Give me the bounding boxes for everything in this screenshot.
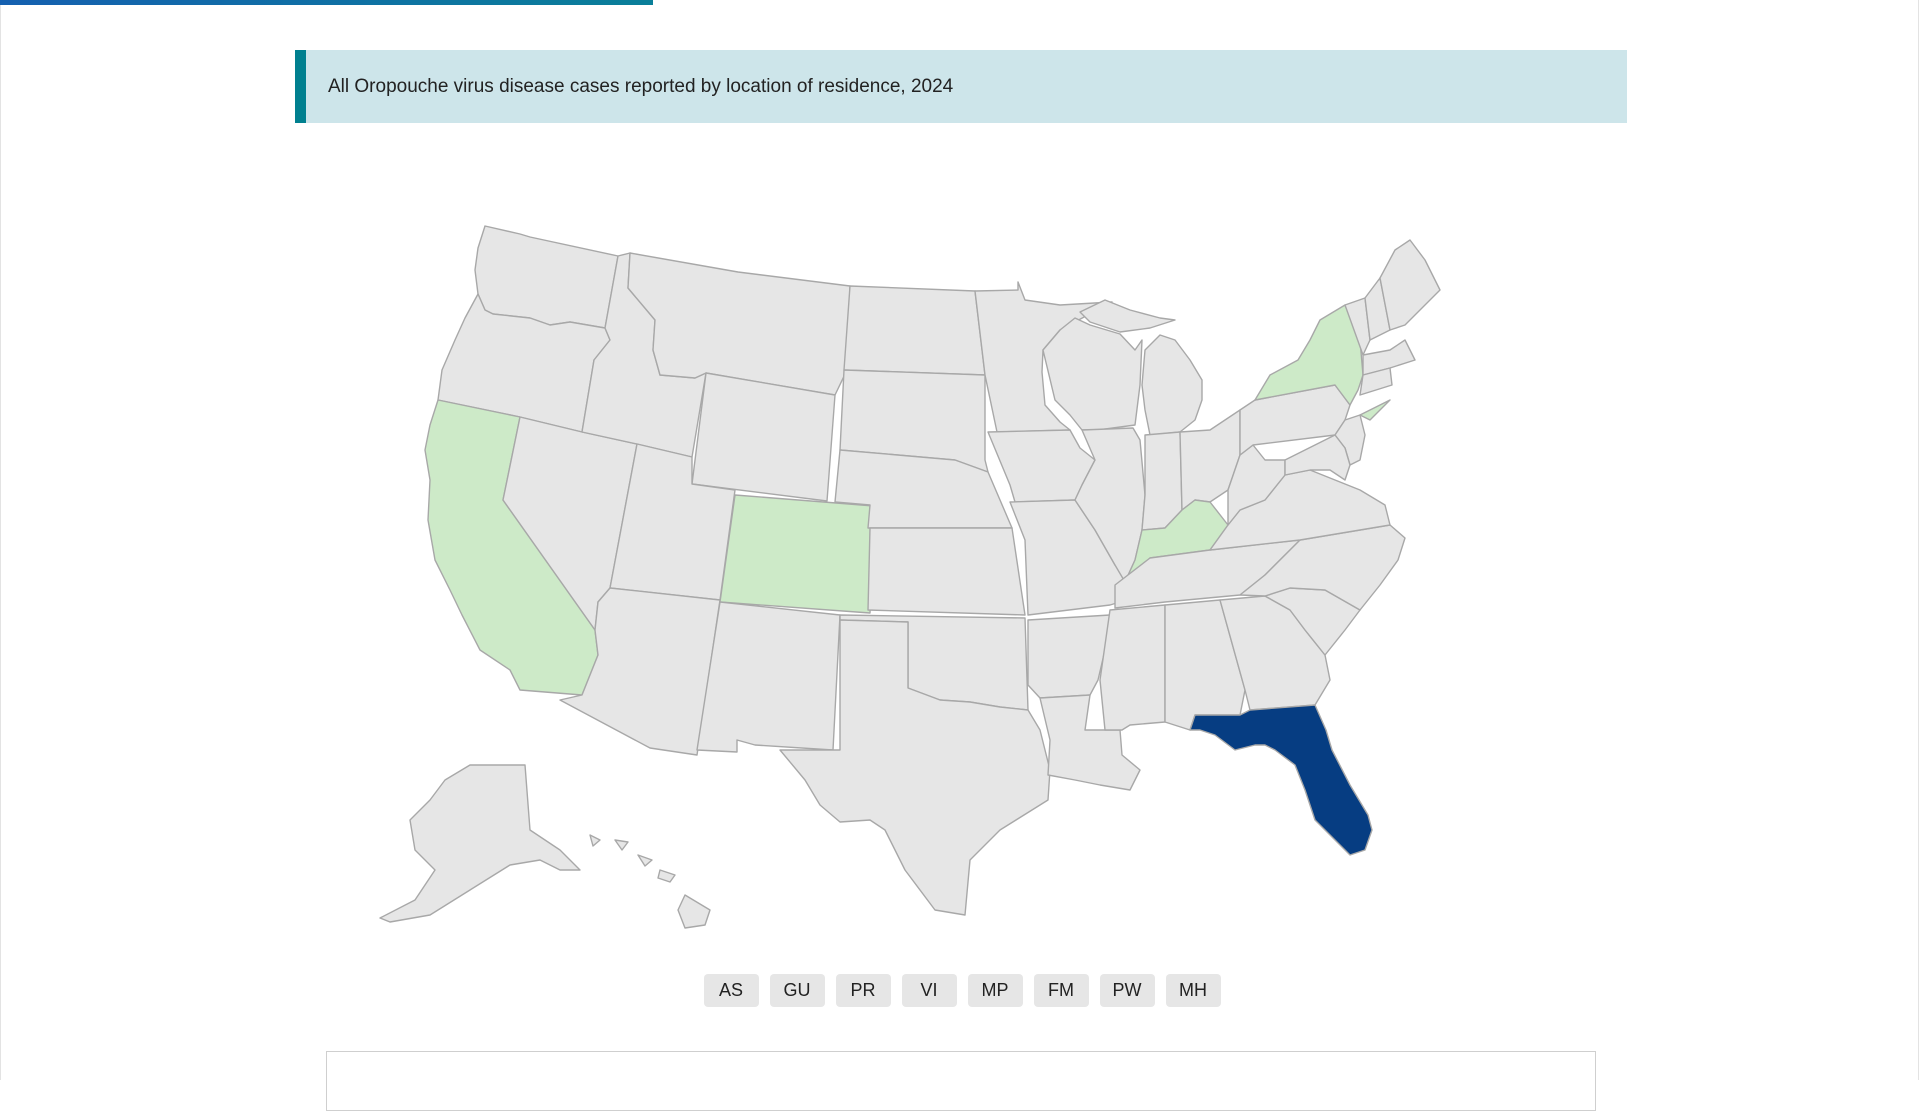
state-north-dakota[interactable] <box>843 285 986 376</box>
us-map <box>360 210 1560 940</box>
map-title-banner: All Oropouche virus disease cases report… <box>295 50 1627 123</box>
state-alaska[interactable] <box>379 764 581 923</box>
page-progress-fill <box>0 0 653 5</box>
state-indiana[interactable] <box>1141 431 1183 531</box>
state-north-carolina[interactable] <box>1239 524 1406 611</box>
territory-button-fm[interactable]: FM <box>1033 974 1089 1007</box>
state-michigan[interactable] <box>1079 299 1203 436</box>
state-new-mexico[interactable] <box>696 601 841 753</box>
state-maine[interactable] <box>1379 239 1441 331</box>
state-connecticut[interactable] <box>1359 367 1393 396</box>
state-kansas[interactable] <box>867 527 1026 616</box>
territory-button-pw[interactable]: PW <box>1099 974 1155 1007</box>
territory-button-mh[interactable]: MH <box>1165 974 1221 1007</box>
state-mississippi[interactable] <box>1099 604 1166 731</box>
territory-button-vi[interactable]: VI <box>901 974 957 1007</box>
state-montana[interactable] <box>627 252 851 396</box>
map-details-panel <box>326 1051 1596 1111</box>
state-washington[interactable] <box>474 225 619 329</box>
territory-buttons: AS GU PR VI MP FM PW MH <box>0 974 1920 1007</box>
state-hawaii[interactable] <box>589 834 711 929</box>
territory-button-gu[interactable]: GU <box>769 974 825 1007</box>
state-colorado[interactable] <box>719 494 875 614</box>
us-map-svg <box>379 225 1441 929</box>
map-title: All Oropouche virus disease cases report… <box>328 75 954 97</box>
state-maryland[interactable] <box>1284 434 1351 481</box>
state-florida[interactable] <box>1189 704 1373 856</box>
page-progress-bar <box>0 0 1920 5</box>
state-louisiana[interactable] <box>1039 694 1141 791</box>
territory-button-pr[interactable]: PR <box>835 974 891 1007</box>
state-wisconsin[interactable] <box>1042 317 1143 431</box>
state-texas[interactable] <box>779 619 1051 916</box>
territory-button-mp[interactable]: MP <box>967 974 1023 1007</box>
state-wyoming[interactable] <box>691 372 836 502</box>
territory-button-as[interactable]: AS <box>703 974 759 1007</box>
page-frame <box>0 0 1919 1080</box>
